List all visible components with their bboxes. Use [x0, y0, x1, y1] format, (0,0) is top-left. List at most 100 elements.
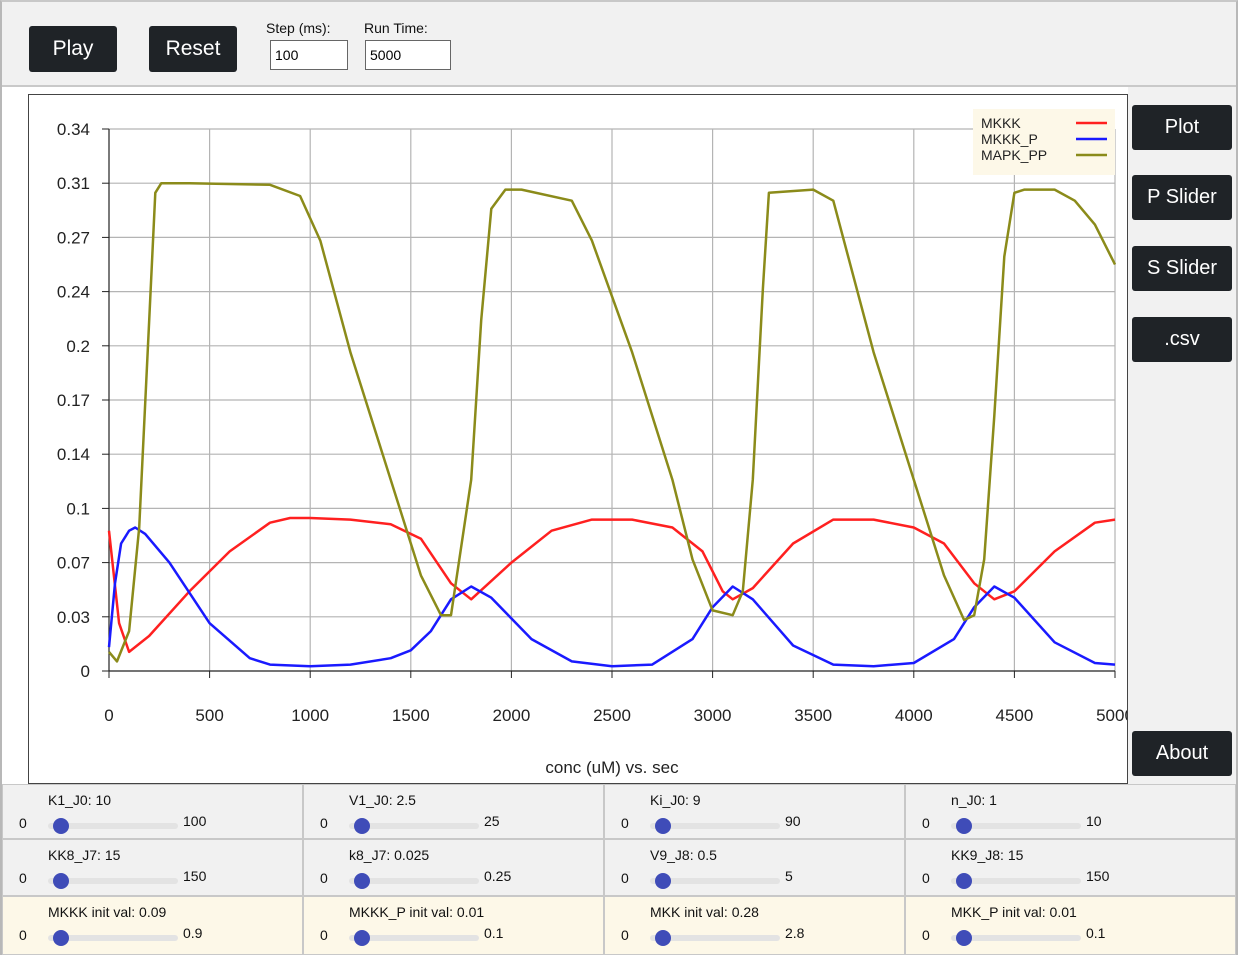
x-tick-label: 3000: [694, 706, 732, 725]
series-line-mapk-pp: [108, 181, 1117, 663]
slider-thumb[interactable]: [53, 930, 69, 946]
slider-max-label: 0.9: [183, 925, 203, 941]
plot-panel: 0 500 1000 1500 2000 2500 3000 3500 4000 4500 500 0…: [28, 94, 1134, 784]
slider-thumb[interactable]: [956, 873, 972, 889]
slider-thumb[interactable]: [956, 930, 972, 946]
slider-name-label: KK8_J7: 15: [48, 847, 121, 863]
slider-thumb[interactable]: [655, 873, 671, 889]
y-tick-label: 0.14: [57, 445, 90, 464]
reset-button[interactable]: Reset: [149, 26, 237, 72]
parameter-slider[interactable]: [349, 930, 479, 946]
slider-thumb[interactable]: [53, 873, 69, 889]
slider-cell: KK8_J7: 15 0 150: [2, 839, 303, 896]
parameter-slider[interactable]: [650, 873, 780, 889]
slider-cell: n_J0: 1 0 10: [905, 784, 1236, 839]
y-tick-label: 0.07: [57, 554, 90, 573]
parameter-slider[interactable]: [951, 873, 1081, 889]
slider-min-label: 0: [621, 815, 629, 831]
series-line-mkkk-p: [107, 526, 1116, 668]
slider-name-label: V1_J0: 2.5: [349, 792, 416, 808]
slider-min-label: 0: [19, 927, 27, 943]
slider-name-label: KK9_J8: 15: [951, 847, 1024, 863]
slider-max-label: 100: [183, 813, 207, 829]
slider-thumb[interactable]: [956, 818, 972, 834]
series-line-mkkk: [107, 516, 1116, 654]
slider-min-label: 0: [320, 927, 328, 943]
x-tick-label: 5000: [1096, 706, 1127, 725]
slider-max-label: 2.8: [785, 925, 805, 941]
y-tick-label: 0.2: [66, 337, 90, 356]
slider-min-label: 0: [922, 870, 930, 886]
slider-thumb[interactable]: [354, 873, 370, 889]
y-tick-label: 0.17: [57, 391, 90, 410]
slider-min-label: 0: [621, 927, 629, 943]
parameter-slider[interactable]: [48, 818, 178, 834]
slider-max-label: 10: [1086, 813, 1102, 829]
slider-thumb[interactable]: [354, 930, 370, 946]
legend-label: MKKK_P: [981, 131, 1038, 147]
x-tick-label: 2500: [593, 706, 631, 725]
parameter-slider[interactable]: [951, 930, 1081, 946]
slider-name-label: MKK_P init val: 0.01: [951, 904, 1077, 920]
slider-cell: K1_J0: 10 0 100: [2, 784, 303, 839]
p-slider-button[interactable]: P Slider: [1132, 175, 1232, 220]
parameter-slider[interactable]: [650, 930, 780, 946]
parameter-slider[interactable]: [349, 873, 479, 889]
about-button[interactable]: About: [1132, 731, 1232, 776]
slider-min-label: 0: [320, 815, 328, 831]
parameter-slider[interactable]: [951, 818, 1081, 834]
slider-min-label: 0: [320, 870, 328, 886]
y-tick-label: 0.34: [57, 120, 90, 139]
slider-name-label: MKK init val: 0.28: [650, 904, 759, 920]
slider-name-label: V9_J8: 0.5: [650, 847, 717, 863]
parameter-slider[interactable]: [349, 818, 479, 834]
legend-box: [973, 109, 1115, 175]
legend-label: MKKK: [981, 115, 1021, 131]
slider-min-label: 0: [19, 815, 27, 831]
slider-thumb[interactable]: [655, 818, 671, 834]
parameter-slider[interactable]: [48, 930, 178, 946]
slider-name-label: Ki_J0: 9: [650, 792, 701, 808]
runtime-input[interactable]: [365, 40, 451, 70]
slider-cell: V9_J8: 0.5 0 5: [604, 839, 905, 896]
s-slider-button[interactable]: S Slider: [1132, 246, 1232, 291]
sidebar: Plot P Slider S Slider .csv About: [1128, 87, 1236, 784]
x-tick-label: 1000: [291, 706, 329, 725]
slider-min-label: 0: [621, 870, 629, 886]
parameter-slider[interactable]: [48, 873, 178, 889]
y-tick-label: 0: [81, 662, 90, 681]
step-label: Step (ms):: [266, 20, 331, 36]
slider-cell: MKK_P init val: 0.01 0 0.1: [905, 896, 1236, 955]
slider-min-label: 0: [922, 927, 930, 943]
slider-cell: V1_J0: 2.5 0 25: [303, 784, 604, 839]
x-tick-label: 500: [195, 706, 223, 725]
slider-name-label: MKKK init val: 0.09: [48, 904, 167, 920]
csv-button[interactable]: .csv: [1132, 317, 1232, 362]
plot-button[interactable]: Plot: [1132, 105, 1232, 150]
slider-max-label: 0.1: [484, 925, 504, 941]
y-tick-label: 0.1: [66, 499, 90, 518]
x-tick-label: 4000: [895, 706, 933, 725]
legend-label: MAPK_PP: [981, 147, 1047, 163]
y-tick-label: 0.03: [57, 608, 90, 627]
slider-thumb[interactable]: [655, 930, 671, 946]
slider-max-label: 90: [785, 813, 801, 829]
y-tick-label: 0.24: [57, 283, 90, 302]
play-button[interactable]: Play: [29, 26, 117, 72]
step-input[interactable]: [270, 40, 348, 70]
slider-max-label: 150: [183, 868, 207, 884]
slider-max-label: 150: [1086, 868, 1110, 884]
slider-name-label: k8_J7: 0.025: [349, 847, 430, 863]
y-tick-label: 0.31: [57, 174, 90, 193]
x-tick-label: 3500: [794, 706, 832, 725]
runtime-label: Run Time:: [364, 20, 428, 36]
slider-cell: KK9_J8: 15 0 150: [905, 839, 1236, 896]
slider-cell: Ki_J0: 9 0 90: [604, 784, 905, 839]
slider-name-label: MKKK_P init val: 0.01: [349, 904, 485, 920]
parameter-slider[interactable]: [650, 818, 780, 834]
x-tick-label: 1500: [392, 706, 430, 725]
slider-thumb[interactable]: [354, 818, 370, 834]
toolbar: Play Reset Step (ms): Run Time:: [2, 2, 1236, 87]
slider-thumb[interactable]: [53, 818, 69, 834]
